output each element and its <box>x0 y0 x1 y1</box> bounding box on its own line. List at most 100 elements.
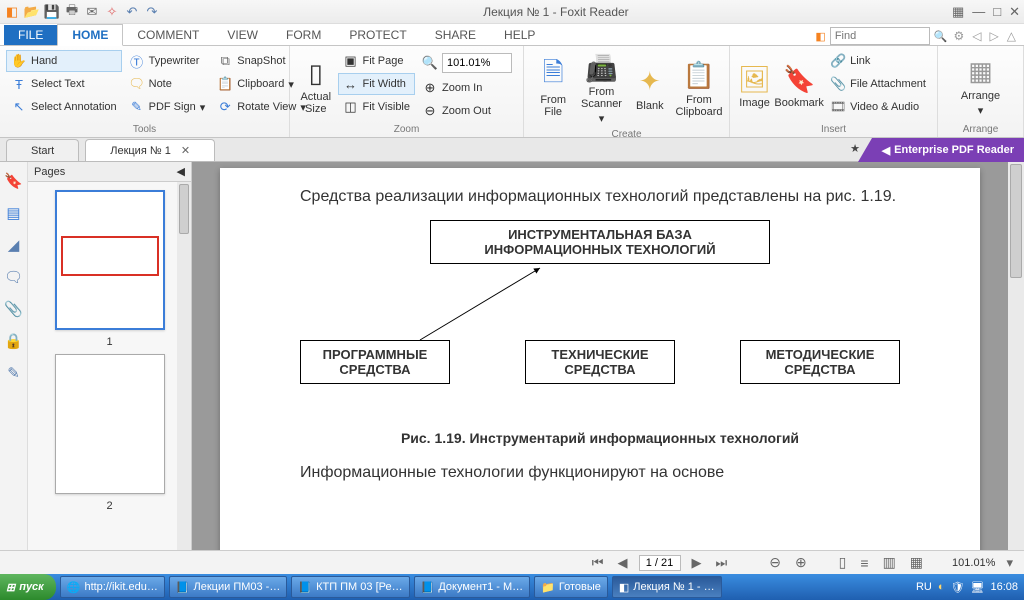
select-text-button[interactable]: ŦSelect Text <box>6 73 122 95</box>
close-icon[interactable]: ✕ <box>1009 4 1020 20</box>
select-text-label: Select Text <box>31 78 85 90</box>
gear-icon[interactable]: ⚙ <box>952 29 967 43</box>
zoom-out-status-icon[interactable]: ⊖ <box>766 554 784 571</box>
thumbnail-1[interactable] <box>55 190 165 330</box>
tab-view[interactable]: VIEW <box>213 25 272 45</box>
thumbnail-2[interactable] <box>55 354 165 494</box>
comments-icon[interactable]: 🗨 <box>4 268 23 286</box>
view-continuous-icon[interactable]: ≡ <box>857 555 871 571</box>
clock[interactable]: 16:08 <box>990 581 1018 593</box>
taskbar-item[interactable]: 🌐http://ikit.edu… <box>60 576 165 598</box>
tab-file[interactable]: FILE <box>4 25 57 45</box>
diagram-box-3: МЕТОДИЧЕСКИЕ СРЕДСТВА <box>740 340 900 384</box>
view-cont-facing-icon[interactable]: ▦ <box>907 554 926 571</box>
zoom-out-button[interactable]: ⊖Zoom Out <box>417 100 517 122</box>
zoom-in-button[interactable]: ⊕Zoom In <box>417 77 517 99</box>
security-icon[interactable]: 🔒 <box>4 332 23 350</box>
zoom-value[interactable]: 🔍 <box>417 50 517 76</box>
typewriter-button[interactable]: ⓉTypewriter <box>124 50 211 72</box>
from-clipboard-icon: 📋 <box>683 60 715 92</box>
minimize-icon[interactable]: — <box>972 4 985 20</box>
fit-visible-button[interactable]: ◫Fit Visible <box>338 96 415 118</box>
actual-size-button[interactable]: ▯Actual Size <box>296 50 336 122</box>
taskbar-item[interactable]: 📘КТП ПМ 03 [Ре… <box>291 576 409 598</box>
view-single-icon[interactable]: ▯ <box>836 554 850 571</box>
tray-icon-2[interactable]: 🛡 <box>951 581 965 594</box>
search-app-icon[interactable]: ◧ <box>815 30 825 43</box>
save-icon[interactable]: 💾 <box>44 4 60 20</box>
panel-collapse-icon[interactable]: ◀ <box>177 165 185 178</box>
pdf-sign-button[interactable]: ✎PDF Sign ▾ <box>124 96 211 118</box>
main-area: 🔖 ▤ ◢ 🗨 📎 🔒 ✎ Pages ◀ 1 2 Средства реали… <box>0 162 1024 550</box>
ribbon-tabs: FILE HOME COMMENT VIEW FORM PROTECT SHAR… <box>0 24 1024 46</box>
next-page-icon[interactable]: ▶ <box>689 555 705 571</box>
search-icon[interactable]: 🔍 <box>934 30 948 43</box>
zoom-in-icon: ⊕ <box>422 80 438 96</box>
last-page-icon[interactable]: ⏭ <box>713 555 731 571</box>
zoom-in-status-icon[interactable]: ⊕ <box>792 554 810 571</box>
zoom-input[interactable] <box>442 53 512 73</box>
taskbar-item[interactable]: ◧Лекция № 1 - … <box>612 576 722 598</box>
tab-comment[interactable]: COMMENT <box>123 25 213 45</box>
prev-page-icon[interactable]: ◀ <box>615 555 631 571</box>
taskbar-item[interactable]: 📁Готовые <box>534 576 608 598</box>
tray-icon-3[interactable]: 🖥 <box>971 581 985 594</box>
maximize-icon[interactable]: □ <box>993 4 1001 20</box>
link-button[interactable]: 🔗Link <box>825 50 931 72</box>
fit-page-button[interactable]: ▣Fit Page <box>338 50 415 72</box>
new-icon[interactable]: ✧ <box>104 4 120 20</box>
page-number-input[interactable] <box>639 555 681 571</box>
next-result-icon[interactable]: ▷ <box>988 29 1001 43</box>
prev-result-icon[interactable]: ◁ <box>970 29 983 43</box>
from-clipboard-button[interactable]: 📋From Clipboard <box>675 50 723 127</box>
lang-indicator[interactable]: RU <box>916 581 932 593</box>
close-tab-icon[interactable]: ✕ <box>181 144 190 157</box>
video-audio-button[interactable]: 🎞Video & Audio <box>825 96 931 118</box>
attachments-icon[interactable]: 📎 <box>4 300 23 318</box>
from-scanner-button[interactable]: 📠From Scanner▾ <box>578 50 624 127</box>
tab-form[interactable]: FORM <box>272 25 335 45</box>
signatures-icon[interactable]: ✎ <box>7 364 20 382</box>
first-page-icon[interactable]: ⏮ <box>589 555 607 571</box>
image-button[interactable]: 🖼Image <box>736 50 773 122</box>
tab-protect[interactable]: PROTECT <box>335 25 420 45</box>
start-button[interactable]: ⊞пуск <box>0 574 56 600</box>
enterprise-banner[interactable]: ◀Enterprise PDF Reader <box>872 138 1024 162</box>
bookmark-button[interactable]: 🔖Bookmark <box>775 50 823 122</box>
email-icon[interactable]: ✉ <box>84 4 100 20</box>
collapse-ribbon-icon[interactable]: △ <box>1005 29 1018 43</box>
document-viewport[interactable]: Средства реализации информационных техно… <box>192 162 1024 550</box>
undo-icon[interactable]: ↶ <box>124 4 140 20</box>
file-attachment-button[interactable]: 📎File Attachment <box>825 73 931 95</box>
pages-panel-icon[interactable]: ▤ <box>6 204 20 222</box>
print-icon[interactable]: 🖶 <box>64 4 80 20</box>
fit-width-button[interactable]: ↔Fit Width <box>338 73 415 95</box>
tray-icon[interactable]: ◐ <box>938 581 945 593</box>
taskbar-item[interactable]: 📘Документ1 - M… <box>414 576 531 598</box>
select-annotation-button[interactable]: ↖Select Annotation <box>6 96 122 118</box>
typewriter-label: Typewriter <box>149 55 200 67</box>
view-facing-icon[interactable]: ▥ <box>880 554 899 571</box>
arrange-button[interactable]: ▦Arrange▾ <box>957 50 1005 122</box>
zoom-dropdown-icon[interactable]: ▾ <box>1003 555 1016 571</box>
taskbar-item[interactable]: 📘Лекции ПМ03 -… <box>169 576 288 598</box>
bookmark-panel-icon[interactable]: 🔖 <box>4 172 23 190</box>
tab-home[interactable]: HOME <box>57 24 123 46</box>
from-file-button[interactable]: 🗎From File <box>530 50 576 127</box>
vertical-scrollbar[interactable] <box>1008 162 1024 550</box>
layers-icon[interactable]: ◢ <box>8 236 20 254</box>
blank-button[interactable]: ✦Blank <box>627 50 673 127</box>
thumbnail-scrollbar[interactable] <box>177 182 191 550</box>
redo-icon[interactable]: ↷ <box>144 4 160 20</box>
doctab-lecture[interactable]: Лекция № 1✕ <box>85 139 215 161</box>
hand-button[interactable]: ✋Hand <box>6 50 122 72</box>
search-input[interactable] <box>830 27 930 45</box>
skin-icon[interactable]: ▦ <box>952 4 964 20</box>
scanner-icon: 📠 <box>585 52 617 84</box>
note-button[interactable]: 🗨Note <box>124 73 211 95</box>
doctab-start[interactable]: Start <box>6 139 79 161</box>
tab-help[interactable]: HELP <box>490 25 549 45</box>
open-icon[interactable]: 📂 <box>24 4 40 20</box>
tab-share[interactable]: SHARE <box>421 25 490 45</box>
snapshot-label: SnapShot <box>237 55 285 67</box>
